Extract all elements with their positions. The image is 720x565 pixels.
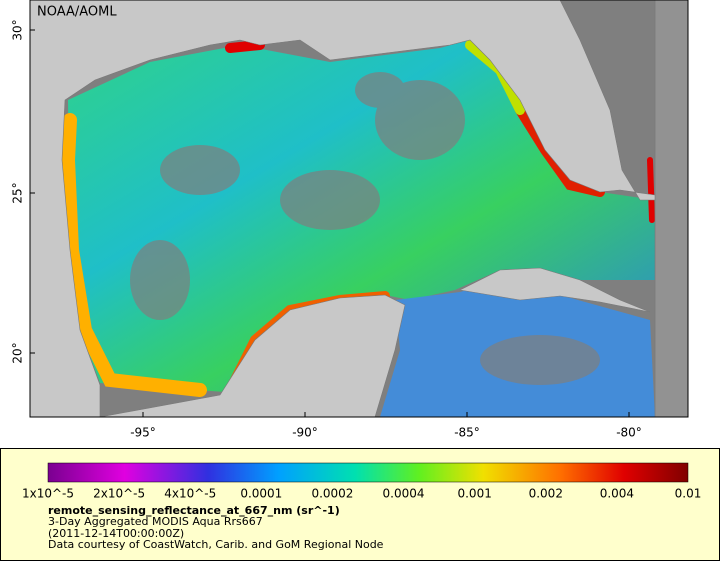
legend-line: 3-Day Aggregated MODIS Aqua Rrs667	[48, 515, 263, 528]
lat-label: 25°	[11, 182, 25, 203]
colorbar-label: 0.01	[675, 487, 702, 501]
axis-ticks: 30° 25° 20° -95° -90° -85° -80°	[11, 19, 642, 439]
lon-label: -85°	[454, 426, 480, 440]
lat-label: 20°	[11, 342, 25, 363]
colorbar-label: 0.004	[600, 487, 634, 501]
legend-line: (2011-12-14T00:00:00Z)	[48, 527, 184, 540]
map-frame	[29, 0, 689, 418]
colorbar-label: 0.0004	[383, 487, 425, 501]
lon-label: -80°	[616, 426, 642, 440]
lon-label: -95°	[130, 426, 156, 440]
colorbar-label: 0.0001	[240, 487, 282, 501]
colorbar-label: 4x10^-5	[164, 487, 216, 501]
land	[30, 0, 688, 417]
colorbar-label: 1x10^-5	[22, 487, 74, 501]
colorbar-ticks: 1x10^-5 2x10^-5 4x10^-5 0.0001 0.0002 0.0004 0…	[22, 487, 701, 501]
colorbar-label: 0.0002	[311, 487, 353, 501]
colorbar-label: 0.001	[457, 487, 491, 501]
lon-label: -90°	[292, 426, 318, 440]
no-data-strip	[655, 0, 688, 417]
credit: NOAA/AOML	[37, 5, 117, 20]
variable-name: remote_sensing_reflectance_at_667_nm (sr…	[48, 504, 340, 517]
legend-line: Data courtesy of CoastWatch, Carib. and …	[48, 538, 384, 551]
lat-label: 30°	[11, 19, 25, 40]
colorbar	[47, 462, 689, 483]
colorbar-label: 0.002	[529, 487, 563, 501]
map	[30, 0, 688, 417]
colorbar-label: 2x10^-5	[93, 487, 145, 501]
cloud-gaps	[130, 72, 600, 385]
